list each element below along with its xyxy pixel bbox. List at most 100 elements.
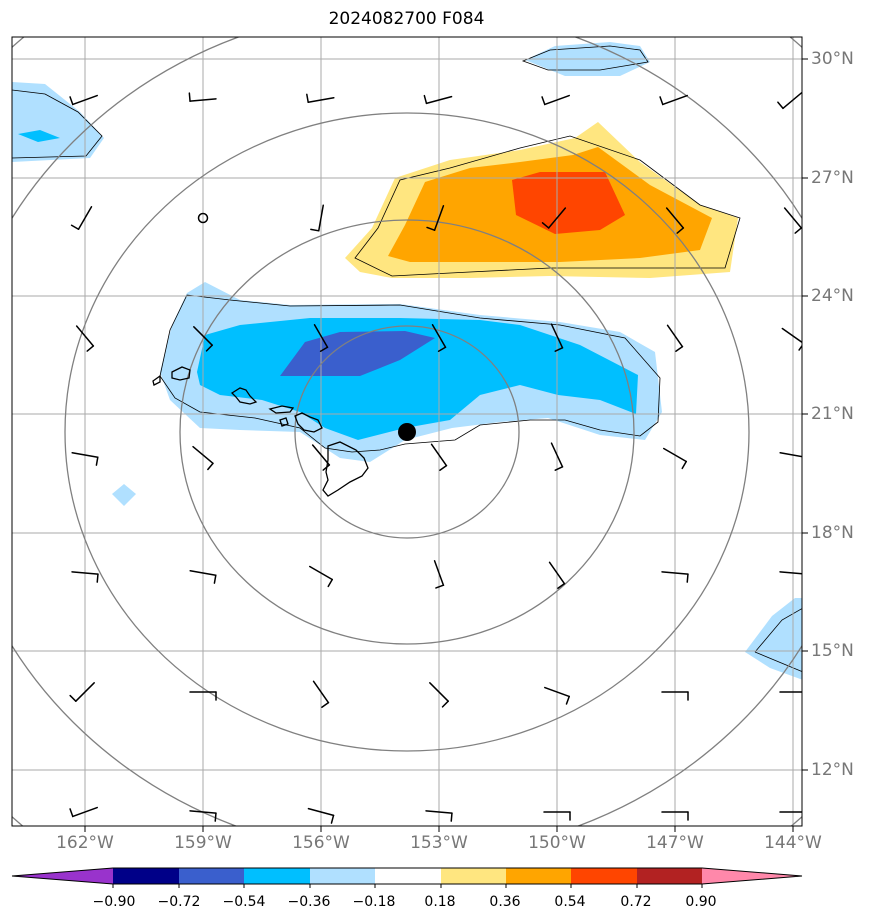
wind-barb [308,565,334,588]
wind-barb [75,325,95,352]
wind-barb [544,686,570,705]
barb-shaft [662,447,688,463]
wind-barb [661,811,689,821]
lon-label-156w: 156°W [292,833,350,853]
lon-label-153w: 153°W [410,833,468,853]
barb-shaft [783,207,802,229]
map-title: 2024082700 F084 [328,9,485,29]
island-molokai [268,405,295,414]
lon-label-144w: 144°W [764,833,822,853]
barb-shaft [75,325,95,347]
lon-label-162w: 162°W [56,833,114,853]
wind-barb [189,569,217,584]
barb-flag [798,344,802,351]
colorbar-label: 0.18 [424,894,456,910]
graticule [12,37,802,826]
barb-flag [541,96,546,106]
colorbar-label: 0.90 [685,894,717,910]
colorbar-segment [506,868,571,884]
wind-barb [433,560,445,589]
colorbar-segment [441,868,506,884]
barb-shaft [312,680,330,704]
barb-shaft [307,807,335,817]
wind-barb [541,207,567,229]
barb-shaft [189,98,217,102]
colorbar-label: 0.54 [554,894,586,910]
barb-flag [96,573,99,583]
colorbar-label: −0.54 [222,894,266,910]
barb-flag [205,344,213,352]
barb-flag [86,345,95,352]
cold-area-dark [280,331,435,376]
wind-barb [193,326,213,352]
barb-flag [554,347,564,352]
barb-flag [686,573,689,583]
lat-label-12n: 12°N [811,760,854,780]
island-niihau [152,374,161,386]
colorbar-label: −0.72 [157,894,201,910]
barb-shaft [72,806,98,818]
barb-shaft [425,810,453,814]
lat-label-18n: 18°N [811,523,854,543]
wind-barb [307,807,335,824]
warm-area-red [512,172,625,234]
barb-shaft [544,686,570,698]
colorbar-label: −0.36 [287,894,331,910]
wind-barb [781,327,802,351]
barb-shaft [429,682,449,702]
wind-barbs [69,91,802,824]
wind-barb [661,571,689,583]
wind-barb [429,682,449,708]
wind-barb [69,806,98,818]
barb-shaft [433,560,445,586]
wind-barb [188,92,217,102]
lat-label-27n: 27°N [811,168,854,188]
wind-barb [425,810,453,822]
barb-shaft [544,94,570,106]
barb-shaft [308,565,334,581]
barb-flag [557,582,566,589]
barb-flag [541,222,550,229]
ring-2 [179,219,635,645]
barb-shaft [75,682,95,702]
barb-shaft [71,571,99,575]
barb-shaft [433,205,445,231]
blue-speck [112,484,136,506]
wind-barb [189,691,217,701]
wind-barb [311,444,331,471]
colorbar-segment [571,868,637,884]
barb-flag [554,466,564,471]
colorbar-label: 0.72 [620,894,652,910]
colorbar-segment [375,868,441,884]
ring-1 [294,325,520,539]
island-kauai [171,366,191,381]
colorbar-segment [244,868,310,884]
barb-shaft [311,444,331,466]
lon-label-159w: 159°W [174,833,232,853]
colorbar-label: −0.90 [92,894,136,910]
barb-flag [69,808,74,818]
colorbar [11,867,803,888]
wind-barb [189,810,217,822]
barb-shaft [189,569,217,577]
wind-barb [313,323,329,353]
wind-barb [192,445,214,471]
barb-shaft [661,571,689,575]
wind-barb [661,691,689,701]
colorbar-segment [637,868,702,884]
wind-barb [69,94,98,106]
barb-flag [330,814,335,824]
lon-label-147w: 147°W [646,833,704,853]
barb-flag [565,695,570,705]
wind-barb [426,205,445,231]
barb-flag [306,93,309,104]
island-maui [294,412,323,433]
wind-barb [541,94,570,106]
barb-flag [426,226,436,231]
barb-shaft [317,204,325,232]
barb-shaft [192,445,214,465]
barb-flag [310,228,320,232]
barb-flag [207,462,214,471]
barb-shaft [193,326,213,346]
